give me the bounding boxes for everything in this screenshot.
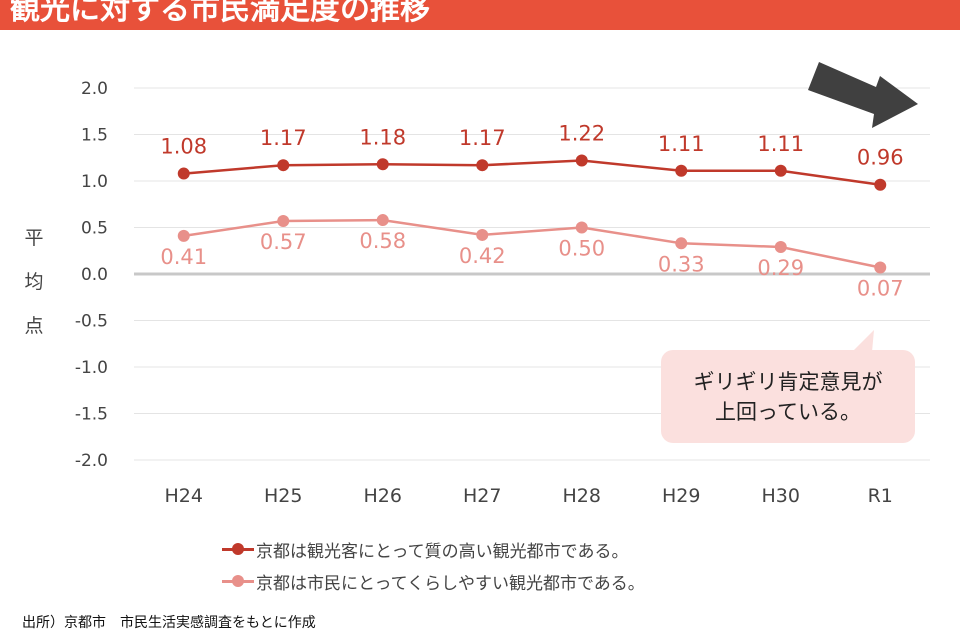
data-point	[774, 241, 787, 254]
data-point	[277, 214, 290, 227]
source-note: 出所）京都市 市民生活実感調査をもとに作成	[22, 615, 316, 631]
data-label: 1.22	[558, 122, 605, 146]
x-tick-label: H25	[264, 485, 302, 507]
series-line-1	[183, 218, 881, 269]
data-label: 1.11	[757, 132, 804, 156]
data-label: 0.50	[558, 237, 605, 261]
data-point	[874, 178, 887, 191]
data-point	[177, 229, 190, 242]
data-point	[476, 159, 489, 172]
y-axis-label-char: 均	[24, 271, 43, 293]
y-tick-label: 1.5	[81, 126, 108, 146]
x-tick-label: R1	[868, 485, 893, 507]
data-label: 0.42	[459, 244, 506, 268]
y-tick-label: 0.0	[81, 265, 108, 285]
data-label: 0.33	[658, 252, 705, 276]
y-tick-label: -2.0	[75, 451, 108, 471]
data-label: 1.17	[459, 126, 506, 150]
y-axis-label-char: 平	[24, 227, 43, 249]
data-label: 0.96	[857, 146, 904, 170]
data-point	[575, 221, 588, 234]
trend-arrow-icon	[808, 62, 918, 128]
data-label: 0.57	[260, 230, 307, 254]
data-label: 1.08	[160, 135, 207, 159]
data-label: 1.11	[658, 132, 705, 156]
data-label: 0.41	[160, 245, 207, 269]
data-point	[675, 164, 688, 177]
y-tick-label: 1.0	[81, 172, 108, 192]
data-point	[774, 164, 787, 177]
data-label: 1.18	[359, 125, 406, 149]
data-label: 0.07	[857, 276, 904, 300]
x-tick-label: H28	[563, 485, 601, 507]
x-tick-label: H30	[762, 485, 800, 507]
data-point	[376, 158, 389, 171]
legend-label-resident: 京都は市民にとってくらしやすい観光都市である。	[256, 573, 645, 594]
data-point	[376, 214, 389, 227]
data-label: 0.29	[757, 256, 804, 280]
data-label: 0.58	[359, 229, 406, 253]
y-axis-label-char: 点	[24, 315, 43, 337]
data-point	[476, 228, 489, 241]
legend-item-resident: 京都は市民にとってくらしやすい観光都市である。	[222, 565, 645, 597]
y-tick-label: -1.0	[75, 358, 108, 378]
series-line-0	[183, 159, 881, 186]
data-point	[177, 167, 190, 180]
header-bar: 観光に対する市民満足度の推移	[0, 0, 960, 30]
line-chart: 2.0 1.5 1.0 0.5 0.0 -0.5 -1.0 -1.5 -2.0 平均点 H24 H25…	[24, 62, 930, 507]
y-tick-label: 0.5	[81, 219, 108, 239]
x-tick-label: H24	[165, 485, 203, 507]
data-point	[277, 159, 290, 172]
legend-swatch-resident	[222, 574, 254, 588]
legend-label-tourist: 京都は観光客にとって質の高い観光都市である。	[256, 541, 629, 562]
header-title: 観光に対する市民満足度の推移	[10, 0, 430, 27]
x-tick-label: H26	[364, 485, 402, 507]
data-point	[675, 237, 688, 250]
y-tick-label: -0.5	[75, 312, 108, 332]
x-tick-label: H27	[463, 485, 501, 507]
chart-legend: 京都は観光客にとって質の高い観光都市である。 京都は市民にとってくらしやすい観光…	[222, 533, 645, 597]
data-point	[575, 154, 588, 167]
callout-pointer	[852, 330, 874, 352]
y-tick-label: 2.0	[81, 79, 108, 99]
y-tick-label: -1.5	[75, 405, 108, 425]
data-point	[874, 261, 887, 274]
data-label: 1.17	[260, 126, 307, 150]
x-tick-label: H29	[662, 485, 700, 507]
legend-swatch-tourist	[222, 542, 254, 556]
annotation-callout: ギリギリ肯定意見が 上回っている。	[661, 350, 915, 443]
legend-item-tourist: 京都は観光客にとって質の高い観光都市である。	[222, 533, 645, 565]
